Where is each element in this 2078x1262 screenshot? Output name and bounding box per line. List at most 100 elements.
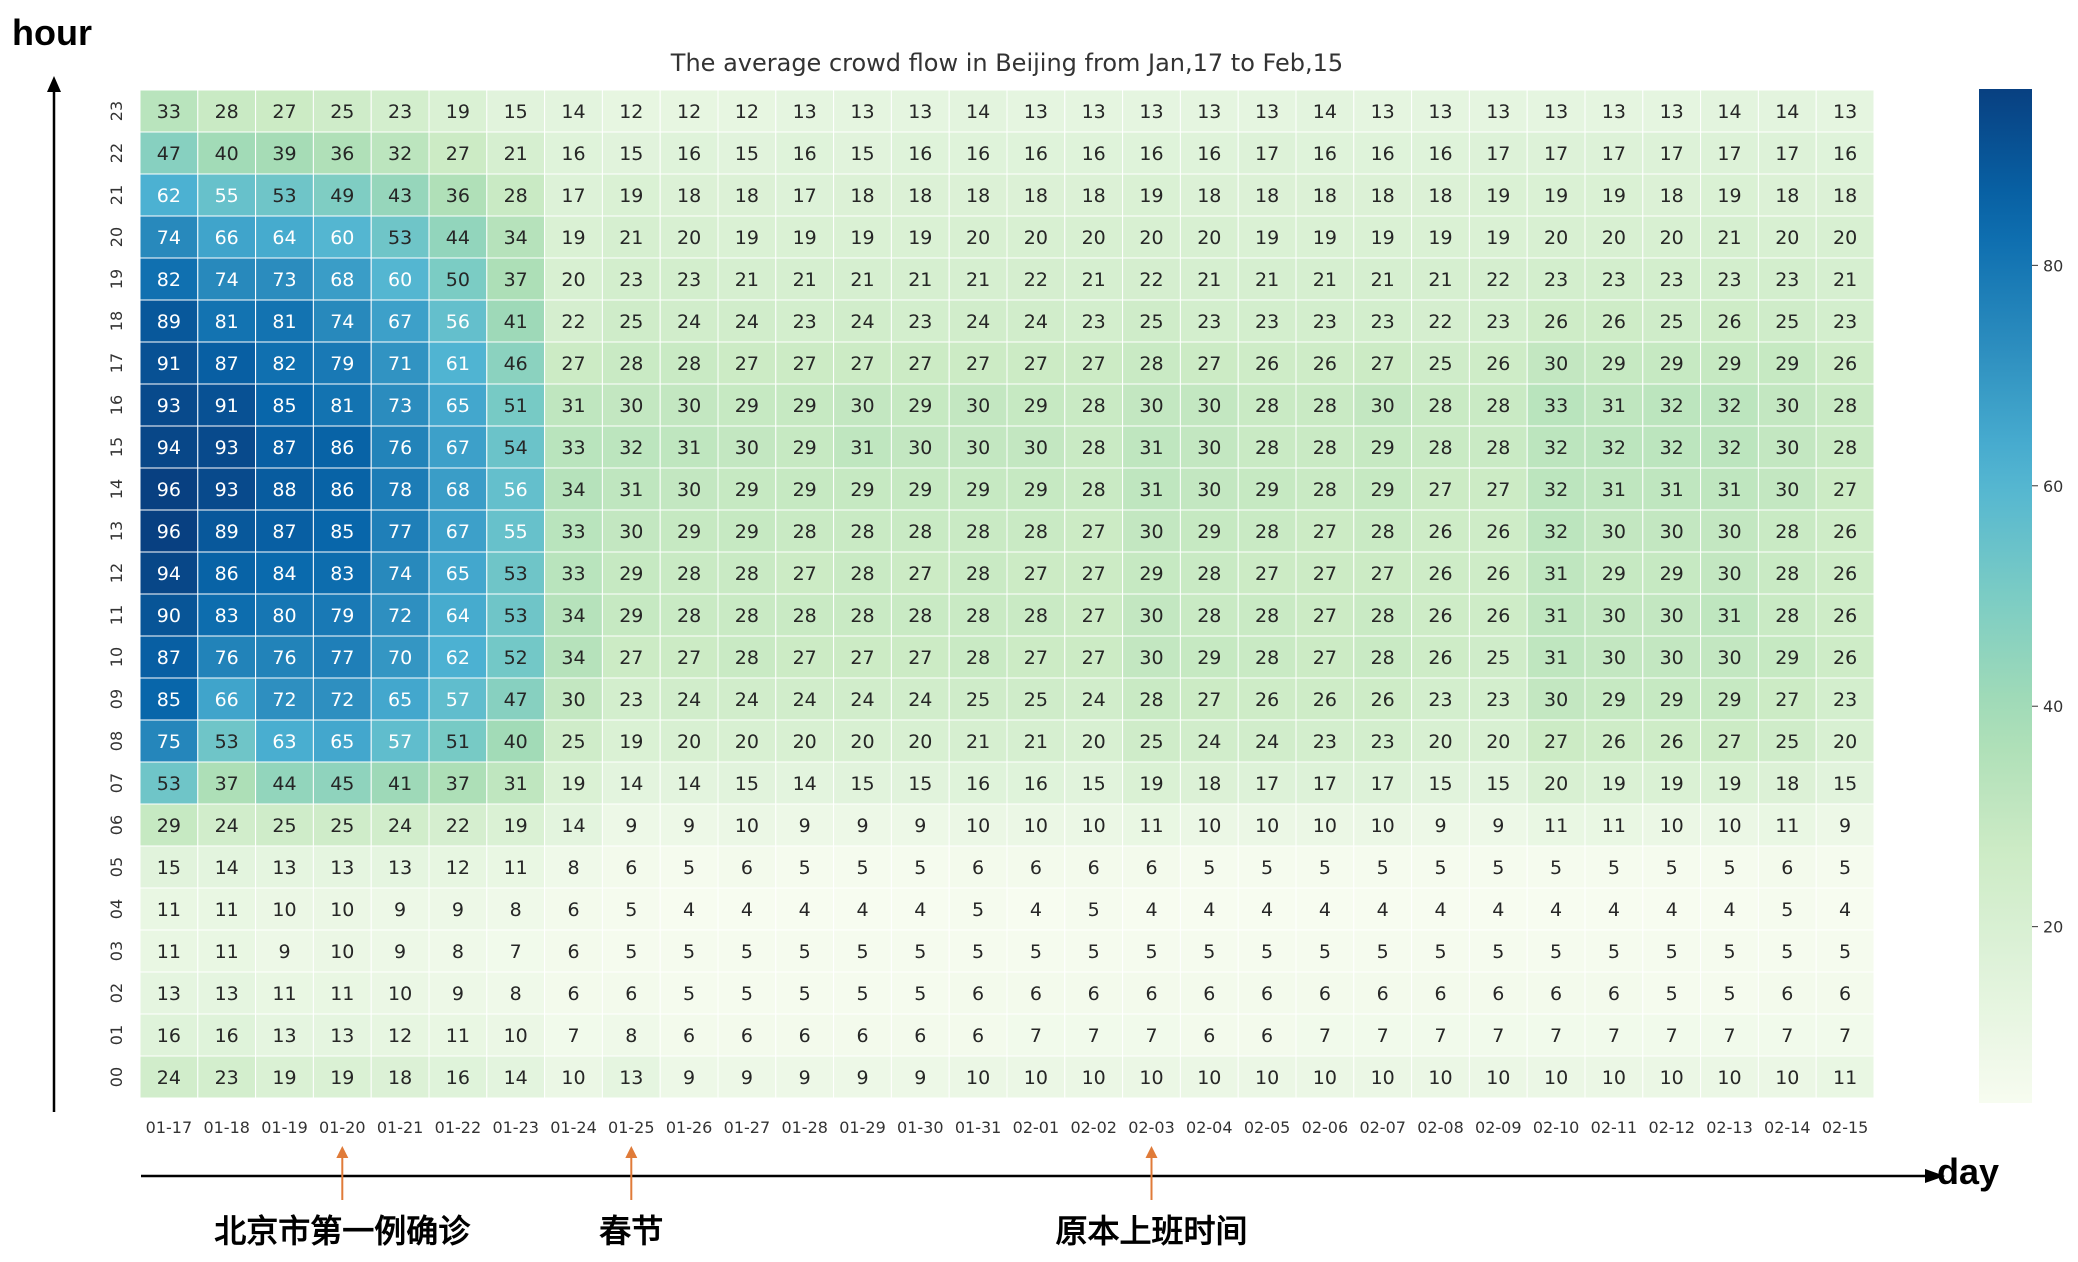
- heatmap-cell: [833, 761, 892, 805]
- heatmap-cell: [1526, 299, 1586, 343]
- cell-value-label: 21: [1428, 269, 1452, 291]
- cell-value-label: 50: [446, 269, 470, 291]
- heatmap-cell: [601, 761, 661, 805]
- heatmap-cell: [1353, 383, 1413, 427]
- y-tick-label: 17: [107, 353, 126, 373]
- cell-value-label: 74: [157, 227, 181, 249]
- heatmap-cell: [544, 593, 603, 637]
- x-tick-label: 02-10: [1533, 1118, 1580, 1137]
- cell-value-label: 19: [1544, 185, 1568, 207]
- colorbar-tick-label: 80: [2043, 256, 2063, 275]
- cell-value-label: 13: [1602, 101, 1626, 123]
- cell-value-label: 8: [452, 941, 464, 963]
- cell-value-label: 32: [619, 437, 643, 459]
- heatmap-cell: [1006, 257, 1066, 301]
- annotation-label: 北京市第一例确诊: [214, 1212, 471, 1250]
- heatmap-cell: [1295, 1013, 1355, 1057]
- cell-value-label: 6: [1377, 983, 1389, 1005]
- cell-value-label: 45: [330, 773, 354, 795]
- cell-value-label: 30: [735, 437, 759, 459]
- heatmap-cell: [659, 761, 719, 805]
- heatmap-cell: [948, 89, 1008, 133]
- cell-value-label: 10: [1024, 815, 1048, 837]
- cell-value-label: 5: [741, 941, 753, 963]
- cell-value-label: 30: [1717, 647, 1741, 669]
- heatmap-cell: [312, 845, 372, 889]
- cell-value-label: 13: [330, 1025, 354, 1047]
- heatmap-cell: [1757, 509, 1817, 553]
- cell-value-label: 81: [215, 311, 239, 333]
- heatmap-cell: [370, 929, 430, 973]
- cell-value-label: 22: [1024, 269, 1048, 291]
- cell-value-label: 91: [157, 353, 181, 375]
- heatmap-cell: [486, 719, 546, 763]
- colorbar-tick-label: 40: [2043, 697, 2063, 716]
- cell-value-label: 7: [1723, 1025, 1735, 1047]
- heatmap-cell: [1179, 761, 1239, 805]
- heatmap-cell: [544, 971, 603, 1015]
- cell-value-label: 86: [330, 479, 354, 501]
- heatmap-cell: [1064, 551, 1124, 595]
- cell-value-label: 5: [1319, 941, 1331, 963]
- y-tick-labels: 23 22 21 20 19 18 17 16 15 14 13 12 11 10 09 08 07 06 05 04…: [107, 101, 126, 1087]
- heatmap-cell: [1468, 215, 1528, 259]
- heatmap-cell: [1237, 593, 1297, 637]
- heatmap-cell: [197, 341, 257, 385]
- cell-value-label: 16: [966, 143, 990, 165]
- x-tick-label: 01-21: [377, 1118, 424, 1137]
- cell-value-label: 18: [1255, 185, 1279, 207]
- cell-value-label: 7: [1434, 1025, 1446, 1047]
- heatmap-cell: [1006, 761, 1066, 805]
- cell-value-label: 11: [1833, 1067, 1857, 1089]
- heatmap-cell: [1700, 929, 1759, 973]
- cell-value-label: 5: [799, 941, 811, 963]
- cell-value-label: 17: [1255, 773, 1279, 795]
- heatmap-cell: [1006, 89, 1066, 133]
- heatmap-cell: [1179, 341, 1239, 385]
- heatmap-cell: [1411, 551, 1470, 595]
- cell-value-label: 31: [1139, 437, 1163, 459]
- heatmap-cell: [717, 299, 777, 343]
- cell-value-label: 31: [619, 479, 643, 501]
- x-tick-label: 02-08: [1417, 1118, 1464, 1137]
- cell-value-label: 6: [741, 857, 753, 879]
- cell-value-label: 19: [446, 101, 470, 123]
- cell-value-label: 24: [735, 689, 759, 711]
- heatmap-cell: [197, 1013, 257, 1057]
- cell-value-label: 30: [850, 395, 874, 417]
- cell-value-label: 29: [1024, 395, 1048, 417]
- cell-value-label: 30: [677, 395, 701, 417]
- heatmap-cell: [833, 173, 892, 217]
- cell-value-label: 19: [504, 815, 528, 837]
- cell-value-label: 5: [1261, 941, 1273, 963]
- heatmap-cell: [1179, 89, 1239, 133]
- heatmap-cell: [1815, 89, 1875, 133]
- cell-value-label: 76: [215, 647, 239, 669]
- heatmap-cell: [312, 215, 372, 259]
- heatmap-cell: [255, 719, 314, 763]
- cell-value-label: 26: [1428, 563, 1452, 585]
- heatmap-cell: [1526, 173, 1586, 217]
- cell-value-label: 19: [850, 227, 874, 249]
- cell-value-label: 6: [1088, 983, 1100, 1005]
- x-tick-label: 01-31: [955, 1118, 1002, 1137]
- cell-value-label: 20: [1544, 227, 1568, 249]
- cell-value-label: 29: [735, 521, 759, 543]
- y-tick-label: 07: [107, 773, 126, 793]
- heatmap-cell: [601, 509, 661, 553]
- colorbar: [1979, 89, 2032, 1103]
- heatmap-cell: [1468, 1055, 1528, 1099]
- cell-value-label: 15: [735, 143, 759, 165]
- heatmap-cell: [544, 1013, 603, 1057]
- cell-value-label: 14: [215, 857, 239, 879]
- cell-value-label: 66: [215, 227, 239, 249]
- cell-value-label: 10: [1544, 1067, 1568, 1089]
- x-tick-label: 01-26: [666, 1118, 713, 1137]
- heatmap-cell: [370, 803, 430, 847]
- cell-value-label: 44: [446, 227, 470, 249]
- cell-value-label: 26: [1486, 605, 1510, 627]
- cell-value-label: 32: [1660, 437, 1684, 459]
- cell-value-label: 27: [1197, 353, 1221, 375]
- heatmap-cell: [1757, 173, 1817, 217]
- cell-value-label: 11: [272, 983, 296, 1005]
